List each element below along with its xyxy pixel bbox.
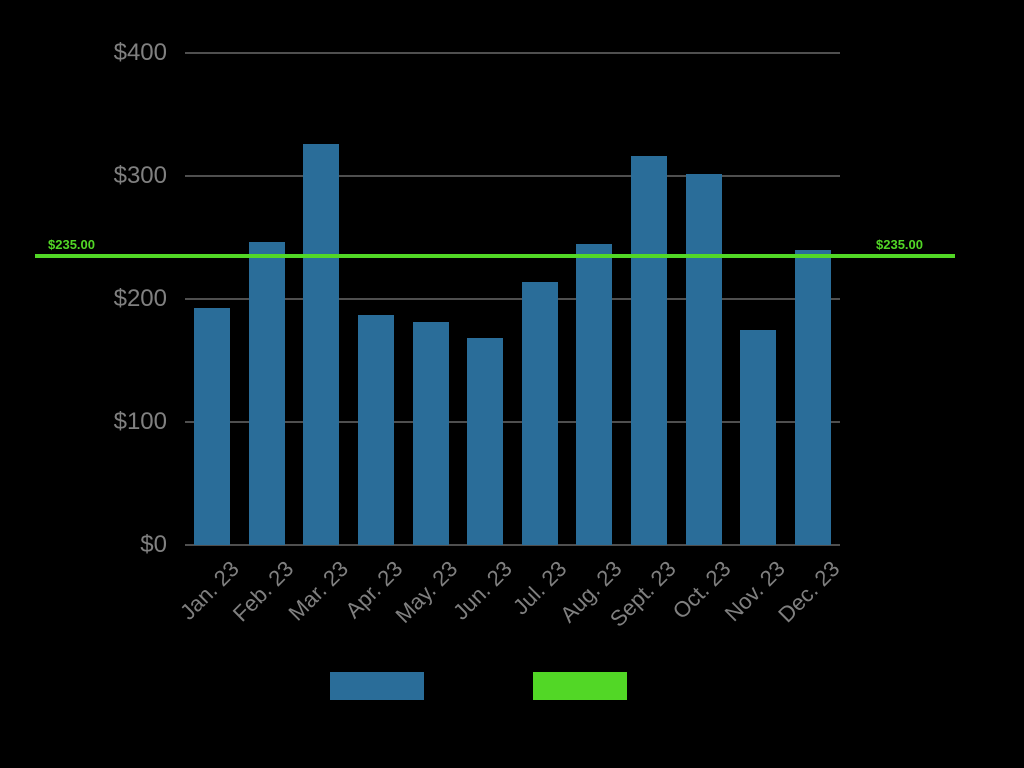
- bar: [740, 329, 777, 545]
- bar: [576, 243, 613, 545]
- legend-swatch-bars: [330, 672, 424, 700]
- grid-line: [185, 544, 840, 546]
- y-tick-label: $100: [113, 408, 167, 435]
- reference-line-label-right: $235.00: [876, 237, 923, 252]
- x-tick-label: Feb. 23: [228, 556, 299, 627]
- reference-line: [35, 253, 955, 258]
- reference-line-label-left: $235.00: [48, 237, 95, 252]
- bar: [358, 314, 395, 545]
- grid-line: [185, 175, 840, 177]
- bar: [630, 156, 667, 545]
- grid-line: [185, 298, 840, 300]
- bar: [194, 307, 231, 545]
- bar: [303, 144, 340, 545]
- legend-swatch-reference: [533, 672, 627, 700]
- bar: [521, 281, 558, 545]
- grid-line: [185, 52, 840, 54]
- y-tick-label: $200: [113, 285, 167, 312]
- bar: [794, 249, 831, 545]
- y-tick-label: $400: [113, 39, 167, 66]
- grid-line: [185, 421, 840, 423]
- bar: [412, 322, 449, 545]
- y-tick-label: $300: [113, 162, 167, 189]
- bar: [467, 338, 504, 545]
- y-tick-label: $0: [140, 531, 167, 558]
- x-tick-label: Jun. 23: [448, 556, 517, 625]
- bar: [685, 173, 722, 545]
- bar: [248, 242, 285, 545]
- x-tick-label: Mar. 23: [283, 556, 354, 626]
